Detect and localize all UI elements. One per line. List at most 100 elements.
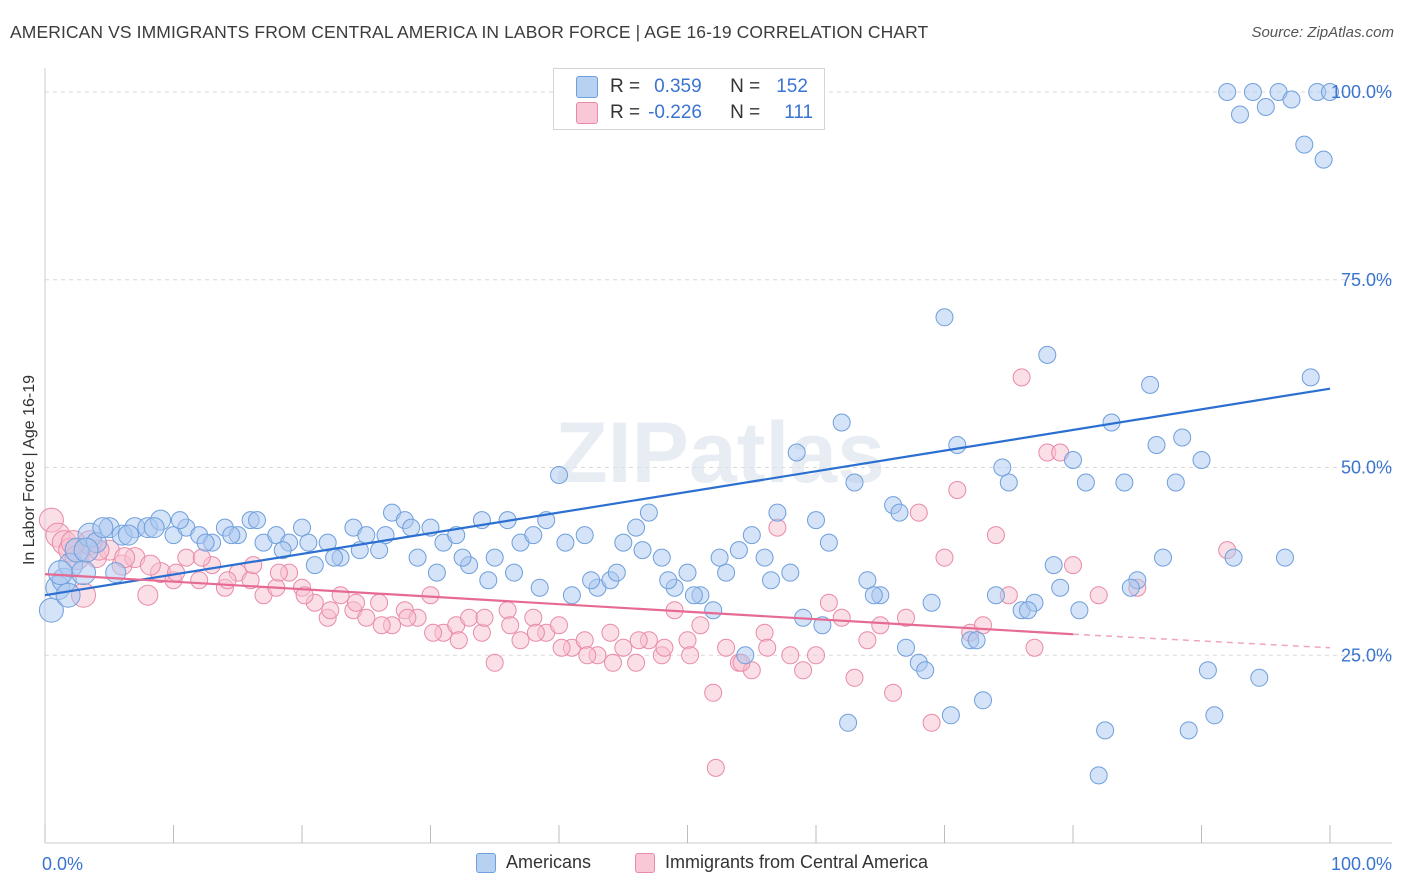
- americans-point: [941, 706, 960, 725]
- americans-points: [38, 83, 1339, 785]
- americans-point: [967, 631, 986, 650]
- americans-point: [1192, 451, 1211, 469]
- americans-point: [607, 563, 626, 582]
- chart-title: AMERICAN VS IMMIGRANTS FROM CENTRAL AMER…: [10, 22, 929, 42]
- immigrants-point: [511, 631, 530, 650]
- y-tick-label: 50.0%: [1341, 458, 1392, 478]
- immigrants-point: [871, 616, 890, 635]
- americans-point: [1141, 375, 1160, 394]
- legend-n-label: N =: [730, 102, 761, 123]
- immigrants-point: [526, 623, 545, 642]
- legend-r-label: R =: [610, 76, 641, 97]
- americans-point: [305, 556, 324, 575]
- americans-point: [325, 548, 344, 567]
- immigrants-point: [177, 548, 196, 567]
- americans-point: [890, 503, 909, 522]
- legend-item-americans[interactable]: Americans: [476, 852, 591, 873]
- immigrants-point: [922, 713, 941, 732]
- legend-swatch-americans: [476, 852, 496, 873]
- americans-point: [55, 582, 81, 608]
- americans-point: [427, 563, 446, 582]
- immigrants-point: [244, 556, 263, 575]
- americans-point: [318, 533, 337, 552]
- immigrants-point: [485, 653, 504, 672]
- x-tick-label: 100.0%: [1331, 854, 1392, 874]
- americans-point: [370, 541, 389, 560]
- immigrants-point: [601, 623, 620, 642]
- americans-point: [1314, 150, 1333, 169]
- legend-r-value: -0.226: [648, 102, 702, 123]
- immigrants-point: [681, 646, 700, 665]
- americans-point: [505, 563, 523, 582]
- immigrants-point: [627, 653, 646, 672]
- immigrants-point: [614, 638, 633, 657]
- americans-point: [845, 473, 864, 492]
- legend-r-value: 0.359: [654, 76, 702, 97]
- watermark: ZIPatlas: [555, 405, 885, 501]
- immigrants-point: [974, 616, 992, 635]
- americans-point: [582, 571, 601, 590]
- immigrants-point: [321, 601, 340, 620]
- americans-point: [479, 571, 498, 590]
- immigrants-point: [678, 631, 697, 650]
- americans-point: [357, 526, 376, 545]
- americans-point: [1089, 766, 1108, 785]
- immigrants-point: [794, 661, 813, 680]
- immigrants-point: [1025, 638, 1044, 657]
- americans-point: [73, 537, 99, 563]
- americans-point: [916, 661, 935, 680]
- americans-point: [293, 518, 311, 537]
- legend-n-value: 111: [784, 102, 814, 123]
- americans-point: [1115, 473, 1134, 492]
- legend-item-immigrants[interactable]: Immigrants from Central America: [635, 852, 928, 873]
- immigrants-point: [1012, 368, 1031, 387]
- immigrants-point: [192, 548, 211, 567]
- americans-point: [524, 526, 543, 545]
- americans-point: [1256, 98, 1275, 116]
- immigrants-point: [295, 586, 314, 605]
- americans-point: [736, 646, 755, 665]
- americans-point: [1154, 548, 1172, 567]
- stats-legend: R = 0.359 N = 152 R = -0.226 N = 111: [553, 68, 825, 130]
- gridlines: [45, 91, 1392, 656]
- immigrants-point: [372, 616, 391, 635]
- immigrants-point: [819, 593, 838, 612]
- americans-point: [999, 473, 1018, 492]
- americans-point: [1224, 548, 1243, 567]
- americans-point: [408, 548, 427, 567]
- americans-point: [118, 524, 139, 546]
- americans-point: [614, 533, 633, 552]
- immigrants-point: [884, 683, 903, 702]
- americans-point: [704, 601, 723, 620]
- americans-point: [633, 541, 652, 560]
- americans-point: [819, 533, 838, 552]
- immigrants-point: [1089, 586, 1108, 605]
- americans-point: [1231, 105, 1249, 124]
- immigrants-point: [475, 608, 494, 627]
- americans-point: [47, 560, 73, 586]
- americans-point: [858, 571, 877, 590]
- immigrants-trend-line: [44, 573, 1074, 636]
- americans-point: [273, 541, 292, 560]
- americans-point: [170, 511, 189, 530]
- immigrants-point: [550, 616, 568, 635]
- americans-point: [1064, 451, 1082, 469]
- americans-point: [1096, 721, 1115, 740]
- immigrants-point: [347, 593, 365, 612]
- trend-lines: [44, 387, 1331, 649]
- immigrants-point: [807, 646, 825, 665]
- americans-point: [1301, 368, 1320, 387]
- immigrants-point: [524, 608, 543, 627]
- immigrants-point: [552, 638, 571, 657]
- americans-point: [993, 458, 1012, 477]
- americans-point: [1179, 721, 1198, 740]
- immigrants-point: [755, 623, 774, 642]
- y-tick-label: 75.0%: [1341, 270, 1392, 290]
- americans-point: [768, 503, 787, 522]
- americans-point: [781, 563, 800, 582]
- americans-point: [678, 563, 697, 582]
- immigrants-point: [1064, 556, 1082, 575]
- legend-swatch-immigrants: [576, 102, 598, 124]
- americans-point: [550, 466, 568, 484]
- americans-point: [1276, 548, 1294, 567]
